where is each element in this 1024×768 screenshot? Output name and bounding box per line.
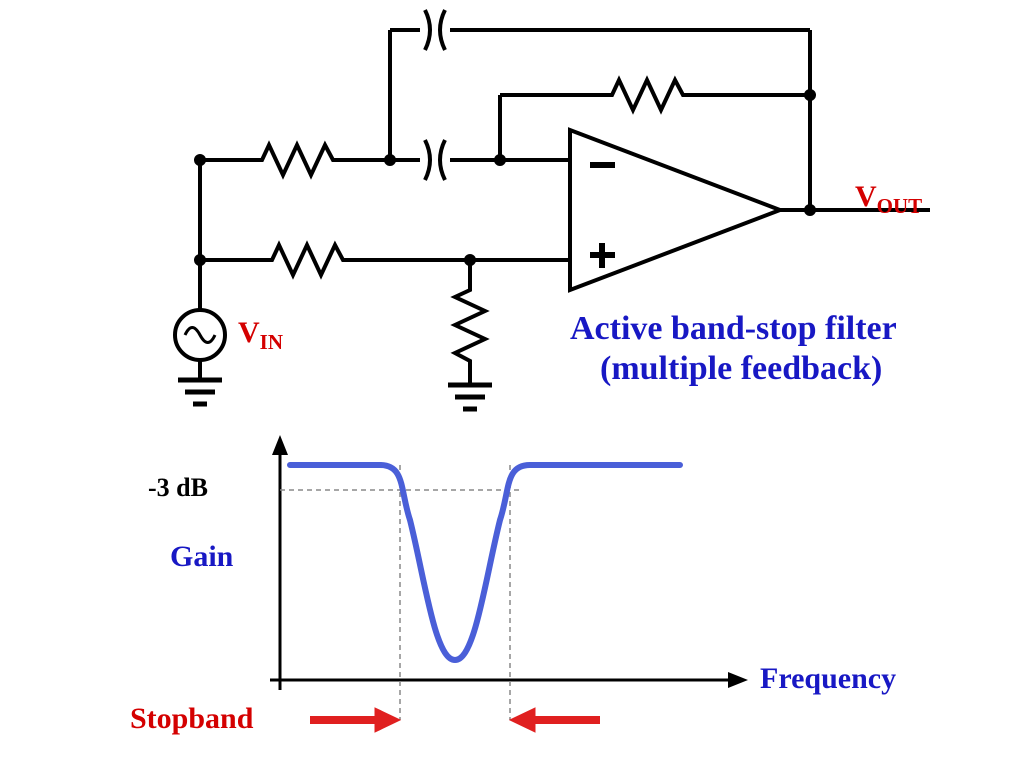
response-graph — [270, 435, 748, 732]
title-line1: Active band-stop filter — [570, 310, 897, 348]
vin-label: VIN — [238, 316, 283, 355]
minus3db-label: -3 dB — [148, 473, 208, 503]
gain-label: Gain — [170, 540, 233, 574]
vout-label: VOUT — [855, 180, 922, 219]
frequency-label: Frequency — [760, 662, 896, 696]
stopband-label: Stopband — [130, 702, 253, 736]
title-line2: (multiple feedback) — [600, 350, 882, 388]
